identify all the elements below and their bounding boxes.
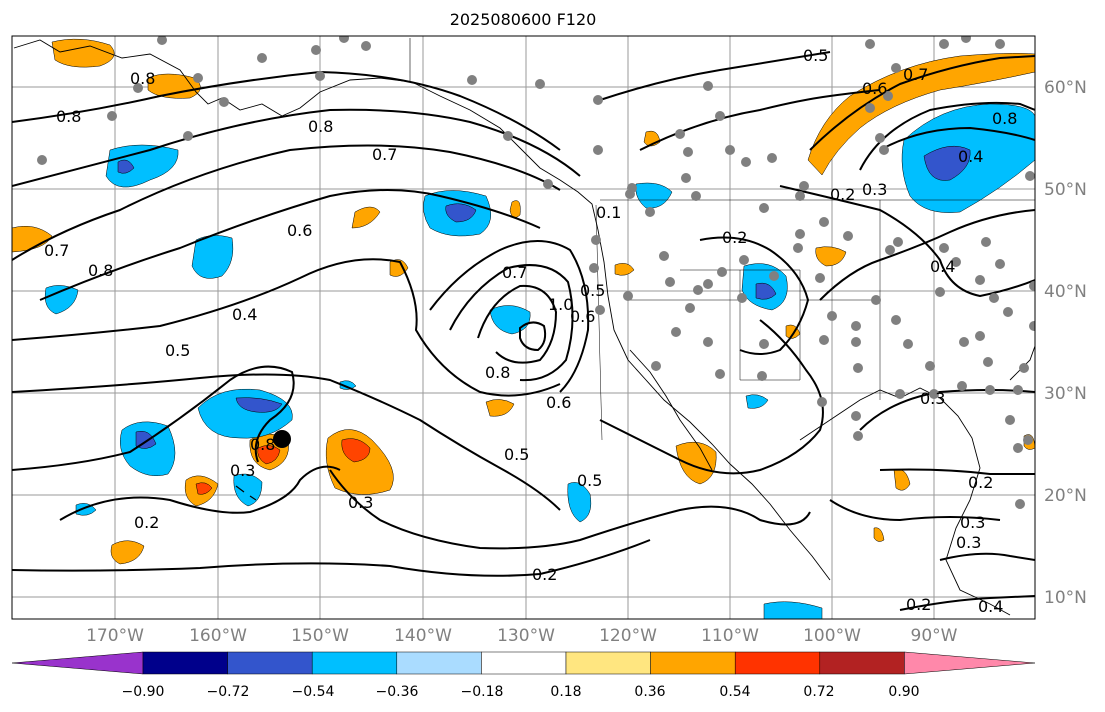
lat-label-20n: 20°N (1044, 486, 1087, 506)
colorbar-segment (481, 651, 567, 675)
contour-label: 0.3 (862, 180, 887, 199)
lon-label-110w: 110°W (701, 626, 759, 646)
lon-label-140w: 140°W (394, 626, 452, 646)
contour-label: 0.7 (903, 65, 928, 84)
storm-position-marker (273, 430, 291, 448)
contour-label: 0.7 (372, 145, 397, 164)
colorbar-segment (396, 651, 482, 675)
colorbar-tick-label: −0.36 (375, 684, 419, 700)
contour-label: 0.8 (56, 107, 81, 126)
colorbar-tick-label: 0.72 (803, 684, 835, 700)
contour-label: 0.2 (134, 513, 159, 532)
lat-label-30n: 30°N (1044, 384, 1087, 404)
colorbar-extend-low (11, 651, 144, 675)
contour-label: 0.6 (287, 221, 312, 240)
lon-label-170w: 170°W (86, 626, 144, 646)
contour-label: 0.5 (577, 471, 602, 490)
lat-label-60n: 60°N (1044, 78, 1087, 98)
contour-label: 0.1 (596, 203, 621, 222)
contour-label: 0.7 (44, 241, 69, 260)
colorbar-segment (565, 651, 651, 675)
contour-label: 0.5 (803, 46, 828, 65)
observation-stations (37, 36, 1035, 509)
contour-label: 0.6 (546, 393, 571, 412)
contour-label: 0.8 (130, 69, 155, 88)
contour-label: 1.0 (548, 295, 573, 314)
colorbar-segment (142, 651, 228, 675)
lon-label-150w: 150°W (291, 626, 349, 646)
contour-label: 0.6 (570, 307, 595, 326)
colorbar-segment (311, 651, 398, 675)
lon-label-100w: 100°W (803, 626, 861, 646)
contour-label: 0.6 (862, 79, 887, 98)
contour-label: 0.4 (930, 257, 955, 276)
colorbar-tick-label: 0.54 (719, 684, 751, 700)
contour-label: 0.2 (968, 473, 993, 492)
map-frame (11, 35, 1036, 620)
contour-label: 0.2 (722, 228, 747, 247)
contour-label: 0.4 (978, 597, 1003, 616)
contour-label: 0.8 (308, 117, 333, 136)
colorbar-tick-label: 0.36 (634, 684, 666, 700)
colorbar-extend-high (904, 651, 1036, 675)
positive-anomaly-shading (12, 38, 1035, 565)
contour-label: 0.5 (580, 281, 605, 300)
colorbar-segment (734, 651, 821, 675)
contour-label: 0.2 (830, 185, 855, 204)
colorbar-tick-label: −0.54 (291, 684, 335, 700)
contour-label: 0.2 (532, 565, 557, 584)
negative-anomaly-shading (44, 103, 1035, 619)
colorbar-segment (819, 651, 905, 675)
contour-label: 0.5 (165, 341, 190, 360)
colorbar (11, 651, 1036, 675)
map-gridlines (12, 36, 1035, 619)
contour-label: 0.3 (920, 389, 945, 408)
contour-label: 0.3 (960, 513, 985, 532)
lon-label-130w: 130°W (497, 626, 555, 646)
contour-label: 0.7 (502, 263, 527, 282)
lat-label-40n: 40°N (1044, 282, 1087, 302)
contour-label: 0.3 (956, 533, 981, 552)
contour-label: 0.8 (250, 435, 275, 454)
colorbar-tick-label: −0.72 (206, 684, 250, 700)
contour-label: 0.5 (504, 445, 529, 464)
colorbar-segment (650, 651, 736, 675)
colorbar-tick-label: −0.18 (460, 684, 504, 700)
colorbar-tick-label: 0.18 (550, 684, 582, 700)
contour-label: 0.3 (230, 461, 255, 480)
contour-label: 0.3 (348, 493, 373, 512)
lon-label-160w: 160°W (189, 626, 247, 646)
contour-label: 0.4 (232, 305, 257, 324)
lon-label-90w: 90°W (910, 626, 958, 646)
colorbar-segment (227, 651, 313, 675)
contour-label: 0.8 (992, 109, 1017, 128)
contour-label: 0.4 (958, 147, 983, 166)
lat-label-50n: 50°N (1044, 180, 1087, 200)
map-title: 2025080600 F120 (449, 10, 597, 29)
colorbar-tick-label: −0.90 (121, 684, 165, 700)
contour-label: 0.8 (485, 363, 510, 382)
contour-label: 0.8 (88, 261, 113, 280)
lon-label-120w: 120°W (599, 626, 657, 646)
contour-label: 0.2 (906, 595, 931, 614)
colorbar-tick-label: 0.90 (888, 684, 920, 700)
coastlines (13, 38, 1035, 616)
contour-label-layer: 0.5 0.6 0.7 0.8 0.8 0.8 0.7 0.6 0.5 0.4 … (44, 46, 1017, 616)
lat-label-10n: 10°N (1044, 588, 1087, 608)
